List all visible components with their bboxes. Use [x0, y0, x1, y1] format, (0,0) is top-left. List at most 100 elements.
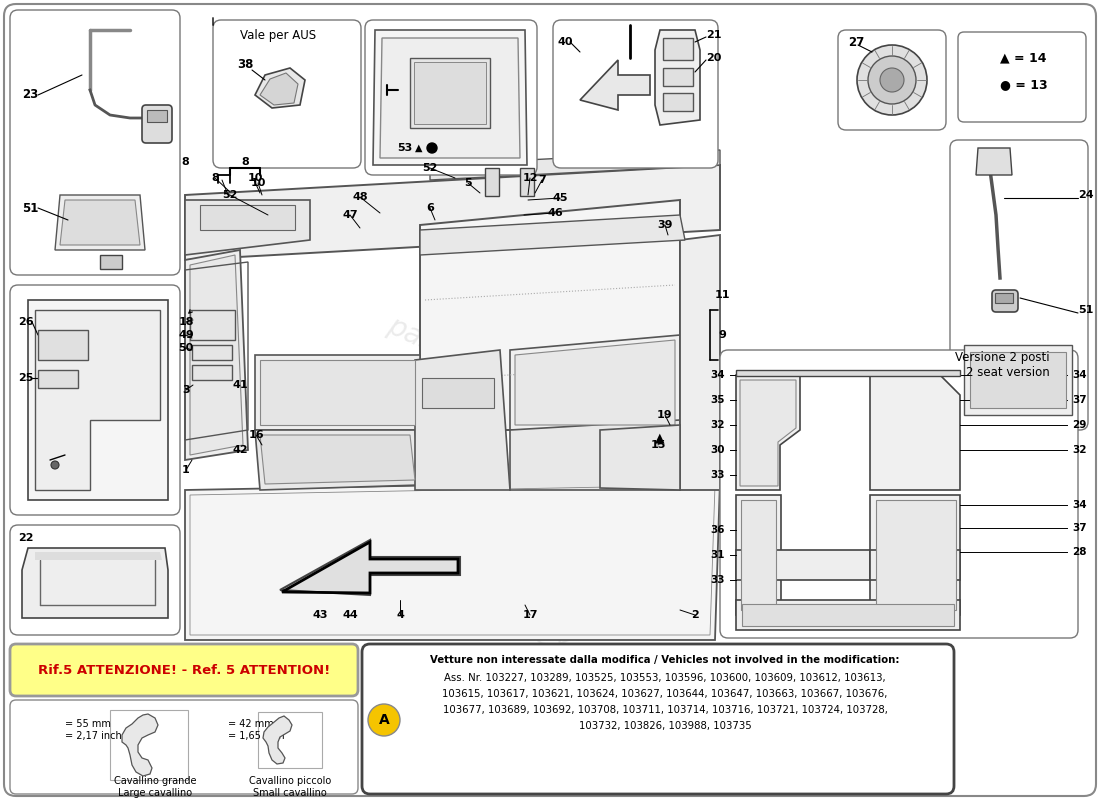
Polygon shape [260, 360, 415, 425]
Polygon shape [185, 480, 720, 640]
FancyArrowPatch shape [189, 310, 192, 313]
Text: 4: 4 [396, 610, 404, 620]
Text: 44: 44 [342, 610, 358, 620]
Polygon shape [430, 150, 720, 180]
Polygon shape [736, 375, 800, 490]
Bar [190, 310, 235, 340]
Circle shape [427, 143, 437, 153]
Bar [663, 68, 693, 86]
Bar [663, 38, 693, 60]
Bar [110, 710, 188, 780]
Text: 9: 9 [718, 330, 726, 340]
Bar [876, 500, 956, 610]
Bar [741, 500, 776, 610]
Text: 40: 40 [558, 37, 573, 47]
Polygon shape [255, 355, 420, 430]
Bar [870, 550, 960, 580]
Polygon shape [185, 165, 720, 260]
Text: passion-for-excellence: passion-for-excellence [383, 431, 676, 589]
Text: ▲ = 14: ▲ = 14 [1000, 51, 1046, 65]
Text: Cavallino piccolo
Small cavallino: Cavallino piccolo Small cavallino [249, 776, 331, 798]
Text: 2: 2 [691, 610, 698, 620]
FancyBboxPatch shape [958, 32, 1086, 122]
Polygon shape [255, 68, 305, 108]
Text: 25: 25 [18, 373, 33, 383]
Circle shape [368, 704, 400, 736]
Polygon shape [420, 200, 680, 430]
Text: Cavallino grande
Large cavallino: Cavallino grande Large cavallino [113, 776, 196, 798]
Text: 32: 32 [1072, 445, 1087, 455]
FancyBboxPatch shape [720, 350, 1078, 638]
Text: 50: 50 [178, 343, 194, 353]
Polygon shape [22, 548, 168, 618]
Text: 8: 8 [241, 157, 249, 167]
Bar [200, 205, 295, 230]
Text: 19: 19 [657, 410, 673, 420]
Polygon shape [510, 335, 680, 430]
Bar [736, 550, 916, 580]
Polygon shape [122, 714, 158, 776]
FancyBboxPatch shape [992, 290, 1018, 312]
Circle shape [857, 45, 927, 115]
Bar [736, 600, 960, 630]
Text: 5: 5 [464, 178, 472, 188]
Bar [742, 604, 954, 626]
Text: 46: 46 [547, 208, 563, 218]
Text: 33: 33 [711, 575, 725, 585]
Polygon shape [870, 375, 960, 490]
Polygon shape [255, 430, 420, 490]
FancyBboxPatch shape [838, 30, 946, 130]
FancyBboxPatch shape [10, 700, 358, 794]
Text: = 55 mm
= 2,17 inch: = 55 mm = 2,17 inch [65, 719, 122, 741]
Text: 10: 10 [248, 173, 263, 183]
Text: 33: 33 [711, 470, 725, 480]
Bar [996, 293, 1013, 303]
Text: 23: 23 [22, 89, 38, 102]
Text: 38: 38 [236, 58, 253, 71]
Polygon shape [185, 250, 248, 460]
FancyBboxPatch shape [10, 525, 180, 635]
Text: Versione 2 posti
2 seat version: Versione 2 posti 2 seat version [956, 351, 1050, 379]
Text: 49: 49 [178, 330, 194, 340]
Text: 10: 10 [251, 178, 266, 188]
Text: Vetture non interessate dalla modifica / Vehicles not involved in the modificati: Vetture non interessate dalla modifica /… [430, 655, 900, 665]
Text: 12: 12 [522, 173, 538, 183]
Bar [147, 110, 167, 122]
Polygon shape [260, 435, 415, 484]
Text: ▲: ▲ [656, 431, 664, 445]
Polygon shape [35, 310, 160, 490]
Text: 47: 47 [342, 210, 358, 220]
Bar [39, 370, 78, 388]
Polygon shape [680, 235, 720, 490]
Polygon shape [60, 200, 140, 245]
Text: = 42 mm
= 1,65 inch: = 42 mm = 1,65 inch [228, 719, 285, 741]
Text: 51: 51 [22, 202, 38, 214]
Text: 43: 43 [312, 610, 328, 620]
Polygon shape [260, 73, 298, 105]
Text: Ass. Nr. 103227, 103289, 103525, 103553, 103596, 103600, 103609, 103612, 103613,: Ass. Nr. 103227, 103289, 103525, 103553,… [444, 673, 886, 683]
Text: passion-for-excellence: passion-for-excellence [383, 311, 676, 469]
Polygon shape [515, 340, 675, 425]
Bar [100, 255, 122, 269]
FancyBboxPatch shape [365, 20, 537, 175]
Text: 30: 30 [711, 445, 725, 455]
Bar [736, 495, 781, 615]
Text: 15: 15 [650, 440, 666, 450]
Text: 8: 8 [211, 173, 219, 183]
Text: 20: 20 [706, 53, 722, 63]
Bar [258, 712, 322, 768]
Polygon shape [373, 30, 527, 165]
Text: 18: 18 [178, 317, 194, 327]
Text: 103615, 103617, 103621, 103624, 103627, 103644, 103647, 103663, 103667, 103676,: 103615, 103617, 103621, 103624, 103627, … [442, 689, 888, 699]
Text: 6: 6 [426, 203, 433, 213]
Polygon shape [654, 30, 700, 125]
Text: A: A [378, 713, 389, 727]
Text: 37: 37 [1072, 395, 1087, 405]
Text: 11: 11 [714, 290, 729, 300]
Text: 39: 39 [658, 220, 673, 230]
Text: 27: 27 [848, 35, 865, 49]
Polygon shape [28, 300, 168, 500]
Text: 34: 34 [711, 370, 725, 380]
Polygon shape [190, 255, 243, 455]
Text: 1: 1 [183, 465, 190, 475]
